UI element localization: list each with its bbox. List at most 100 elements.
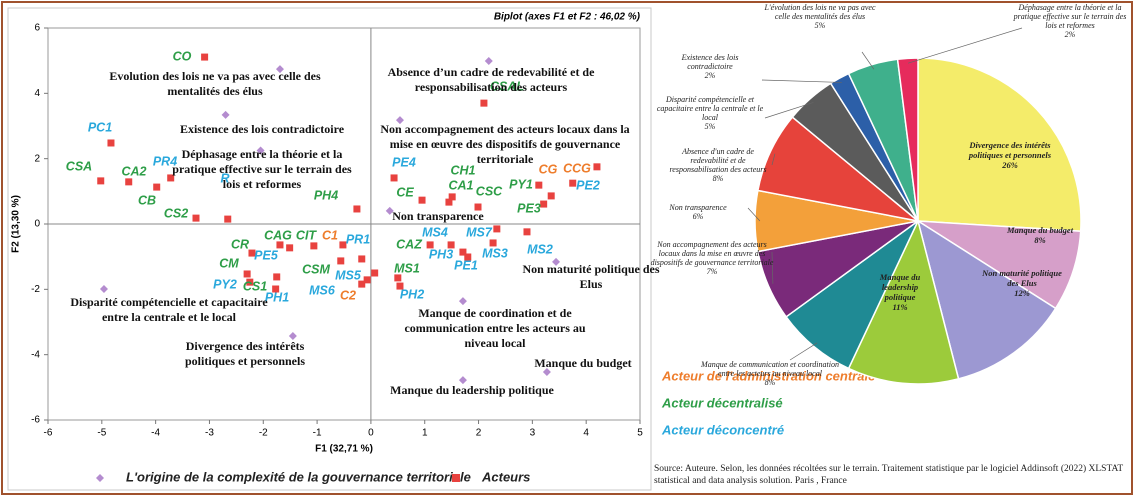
- point: [371, 269, 379, 277]
- slice: [896, 57, 919, 222]
- point-label: CSA: [66, 159, 92, 173]
- x-tick-label: 0: [368, 428, 374, 439]
- legend-marker: [452, 474, 460, 482]
- slice: [917, 57, 1082, 233]
- point-label: PH4: [314, 188, 338, 202]
- point-label: MS5: [335, 268, 362, 282]
- y-tick-label: -6: [31, 415, 40, 426]
- x-tick-label: 3: [530, 428, 536, 439]
- point: [275, 65, 284, 74]
- point-label: CAG: [264, 228, 292, 242]
- point: [288, 332, 297, 341]
- x-tick-label: 4: [583, 428, 589, 439]
- point-label: CSC: [476, 184, 503, 198]
- point-label: PH2: [400, 287, 424, 301]
- point: [192, 214, 200, 222]
- leader-line: [747, 207, 761, 222]
- point: [243, 270, 251, 278]
- point-label: CM: [219, 256, 239, 270]
- point: [459, 248, 467, 256]
- point-label: C1: [322, 228, 338, 242]
- x-tick-label: -3: [205, 428, 214, 439]
- point: [358, 255, 366, 263]
- point: [385, 206, 394, 215]
- point: [107, 139, 115, 147]
- point-label: PE3: [517, 201, 541, 215]
- y-axis-label: F2 (13,30 %): [11, 195, 22, 253]
- point: [273, 273, 281, 281]
- x-tick-label: 2: [476, 428, 482, 439]
- point: [224, 215, 232, 223]
- point: [99, 285, 108, 294]
- point: [542, 367, 551, 376]
- point-label: CS1: [243, 279, 267, 293]
- point-label: PE1: [454, 258, 478, 272]
- point-label: PE2: [576, 178, 600, 192]
- point: [464, 253, 472, 261]
- point: [426, 241, 434, 249]
- point: [125, 178, 133, 186]
- group-legend-label: Acteur déconcentré: [661, 422, 784, 437]
- y-tick-label: 6: [34, 23, 40, 34]
- point: [248, 249, 256, 257]
- point-label: CO: [173, 49, 192, 63]
- leader-line: [761, 79, 842, 83]
- point: [394, 274, 402, 282]
- point-label: CH1: [450, 163, 475, 177]
- point-label: CB: [138, 193, 156, 207]
- point: [474, 203, 482, 211]
- point: [353, 205, 361, 213]
- legend-marker: [96, 474, 104, 482]
- leader-line: [789, 342, 818, 361]
- point-label: CE: [396, 185, 414, 199]
- point-label: PH1: [265, 290, 289, 304]
- point: [480, 99, 488, 107]
- point: [535, 181, 543, 189]
- point: [153, 183, 161, 191]
- point: [547, 192, 555, 200]
- point: [246, 278, 254, 286]
- point-label: PR4: [153, 154, 177, 168]
- point-label: R: [220, 171, 229, 185]
- group-legend-label: Acteur de l'administration centrale: [661, 368, 875, 383]
- point: [256, 146, 265, 155]
- point: [286, 244, 294, 252]
- point: [363, 276, 371, 284]
- point: [458, 297, 467, 306]
- point: [418, 196, 426, 204]
- point-label: CS2: [164, 206, 188, 220]
- x-tick-label: -6: [44, 428, 53, 439]
- point-label: MS4: [422, 225, 448, 239]
- leader-line: [861, 51, 875, 70]
- point: [448, 193, 456, 201]
- point: [272, 285, 280, 293]
- point-label: CG: [539, 162, 558, 176]
- leader-line: [771, 251, 774, 284]
- point-label: CR: [231, 237, 249, 251]
- point-label: PE4: [392, 155, 416, 169]
- point: [489, 239, 497, 247]
- point-label: PH3: [429, 247, 453, 261]
- x-tick-label: -2: [259, 428, 268, 439]
- point-label: MS7: [466, 225, 493, 239]
- point: [390, 174, 398, 182]
- point-label: CAZ: [396, 237, 423, 251]
- point: [97, 177, 105, 185]
- point-label: MS3: [482, 246, 508, 260]
- y-tick-label: -2: [31, 284, 40, 295]
- point-label: CSAL: [490, 79, 524, 93]
- point-label: C2: [340, 288, 356, 302]
- point-label: PY2: [213, 277, 237, 291]
- x-tick-label: -1: [313, 428, 322, 439]
- point-label: MS6: [309, 283, 336, 297]
- point-label: CA2: [121, 164, 146, 178]
- leader-line: [907, 27, 1023, 64]
- y-tick-label: 4: [34, 88, 40, 99]
- point-label: PY1: [509, 177, 533, 191]
- x-tick-label: -4: [151, 428, 160, 439]
- leader-line: [764, 102, 814, 119]
- point-label: MS1: [394, 261, 420, 275]
- point: [358, 280, 366, 288]
- point: [569, 179, 577, 187]
